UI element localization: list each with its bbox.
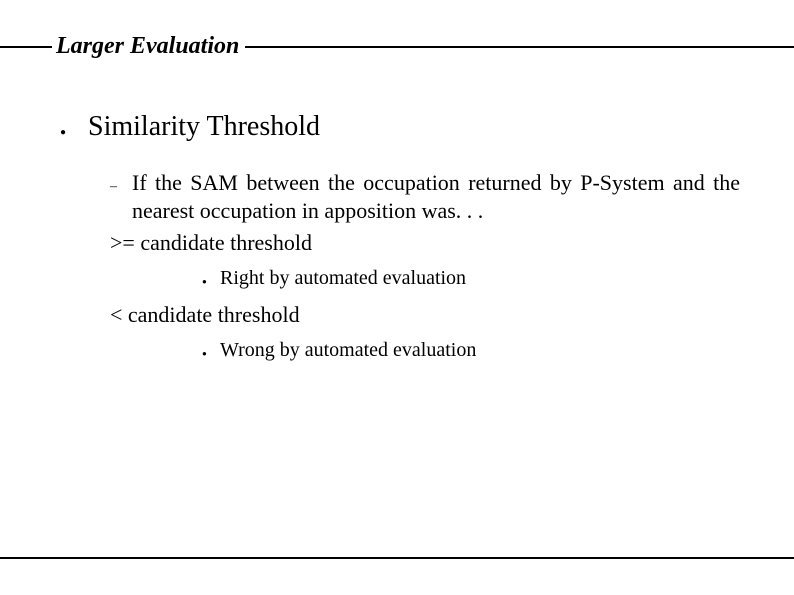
lvl3-text: Right by automated evaluation [220,265,466,291]
slide: Larger Evaluation ● Similarity Threshold… [0,0,794,595]
lvl2-line-ge: >= candidate threshold [110,229,740,257]
lvl3-group-b: ● Wrong by automated evaluation [110,337,740,363]
bullet-lvl3: ● Wrong by automated evaluation [202,337,740,363]
lvl2-text: If the SAM between the occupation return… [132,169,740,225]
bullet-lvl3: ● Right by automated evaluation [202,265,740,291]
bullet-icon: ● [202,273,220,286]
title-rule-left [0,46,52,48]
bullet-lvl1: ● Similarity Threshold [60,110,740,147]
lvl2-group: – If the SAM between the occupation retu… [60,169,740,363]
content: ● Similarity Threshold – If the SAM betw… [60,110,740,373]
bullet-icon: ● [202,345,220,358]
bullet-lvl2: – If the SAM between the occupation retu… [110,169,740,225]
lvl3-text: Wrong by automated evaluation [220,337,476,363]
bullet-icon: ● [60,113,88,147]
dash-icon: – [110,175,132,195]
lvl1-text: Similarity Threshold [88,110,320,144]
lvl3-group-a: ● Right by automated evaluation [110,265,740,291]
slide-title: Larger Evaluation [52,33,245,60]
title-row: Larger Evaluation [0,33,794,60]
bottom-rule [0,557,794,559]
title-rule-right [245,46,794,48]
lvl2-line-lt: < candidate threshold [110,301,740,329]
